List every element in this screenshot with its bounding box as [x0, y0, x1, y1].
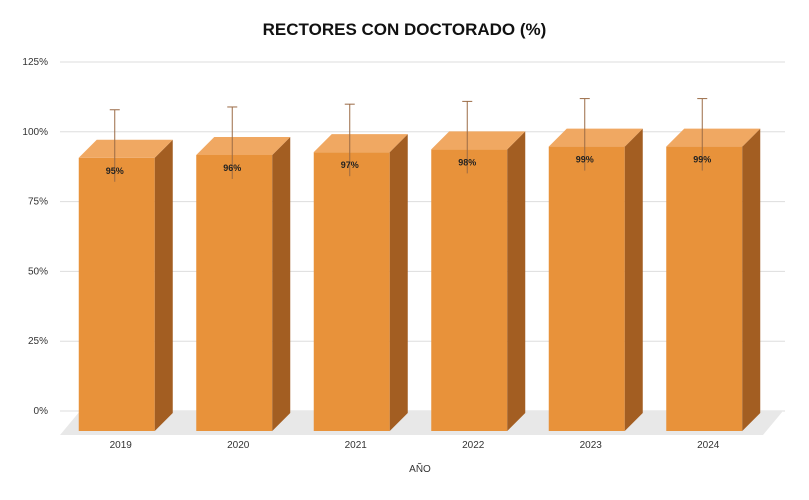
data-label: 99%: [576, 155, 594, 165]
bar-front: [196, 154, 273, 431]
y-tick-label: 125%: [22, 57, 48, 68]
chart-title: RECTORES CON DOCTORADO (%): [262, 20, 547, 39]
y-tick-label: 50%: [28, 266, 48, 277]
x-tick-label: 2022: [462, 440, 485, 451]
bar-side: [624, 128, 643, 432]
bar-side: [742, 128, 761, 432]
bar-front: [78, 157, 155, 431]
error-bar: [462, 100, 473, 174]
bar: [548, 128, 643, 432]
error-bar: [344, 103, 355, 177]
error-bar: [697, 98, 708, 171]
y-tick-label: 25%: [28, 336, 48, 347]
bar: [78, 139, 173, 431]
bar-top: [548, 128, 643, 147]
bars: [78, 128, 761, 432]
data-label: 96%: [223, 163, 241, 173]
y-tick-label: 0%: [34, 406, 49, 417]
data-label: 95%: [106, 166, 124, 176]
error-bar: [227, 106, 238, 179]
bar-side: [272, 136, 291, 431]
bar: [431, 131, 526, 431]
x-axis-title: AÑO: [409, 462, 431, 475]
data-label: 97%: [341, 160, 359, 170]
bar-front: [313, 152, 390, 431]
error-bars: [109, 98, 708, 182]
bar-top: [313, 134, 408, 153]
bar-top: [666, 128, 761, 147]
data-labels: 95% 96% 97% 98% 99% 99%: [106, 155, 712, 176]
bar-front: [431, 149, 508, 431]
x-axis-ticks: 2019 2020 2021 2022 2023 2024: [110, 440, 720, 451]
bar: [666, 128, 761, 432]
bar: [196, 136, 291, 431]
bar-front: [666, 146, 743, 432]
bar-front: [548, 146, 625, 432]
bar-side: [389, 134, 408, 431]
x-tick-label: 2020: [227, 440, 250, 451]
bar: [313, 134, 408, 431]
x-tick-label: 2024: [697, 440, 720, 451]
bar-top: [78, 139, 173, 158]
data-label: 99%: [693, 155, 711, 165]
bar-side: [154, 139, 173, 431]
x-tick-label: 2021: [345, 440, 368, 451]
y-tick-label: 75%: [28, 197, 48, 208]
y-axis-ticks: 0% 25% 50% 75% 100% 125%: [22, 57, 48, 417]
x-tick-label: 2023: [580, 440, 603, 451]
bar-side: [507, 131, 526, 431]
error-bar: [109, 109, 120, 182]
bar-top: [196, 136, 291, 155]
bar-top: [431, 131, 526, 150]
x-tick-label: 2019: [110, 440, 133, 451]
data-label: 98%: [458, 157, 476, 167]
error-bar: [579, 98, 590, 171]
y-tick-label: 100%: [22, 127, 48, 138]
